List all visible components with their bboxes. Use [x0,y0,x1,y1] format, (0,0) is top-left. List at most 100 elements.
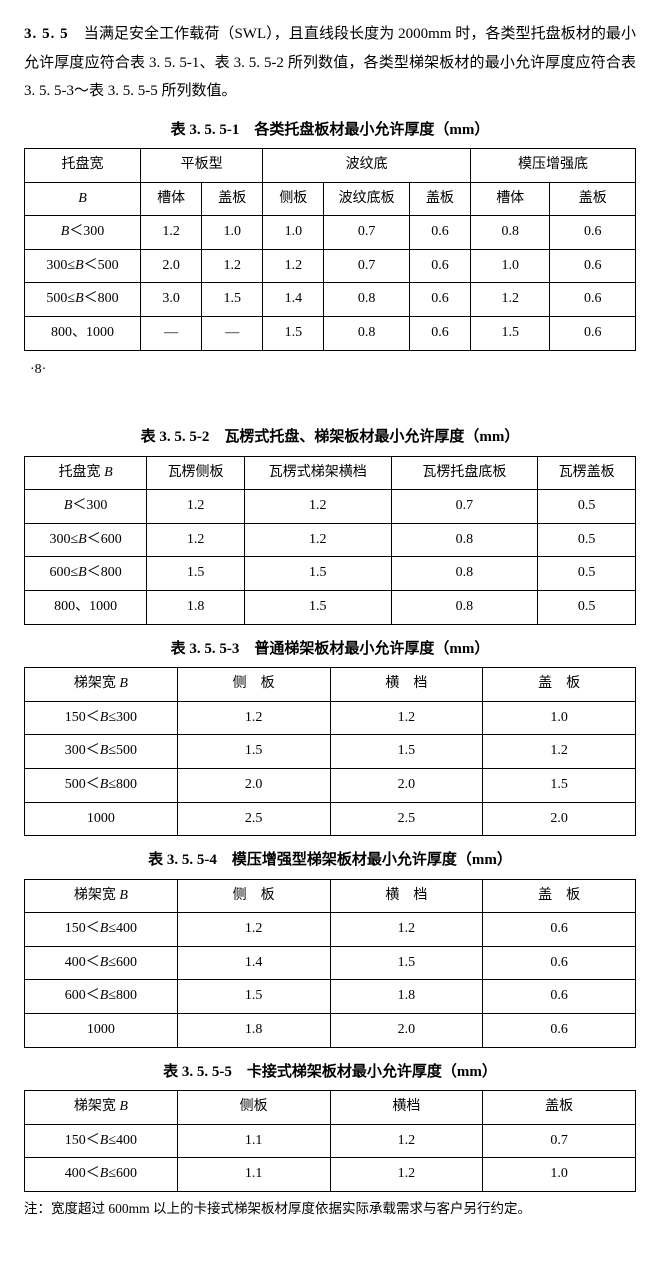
table-cell: 1.2 [177,913,330,947]
table-cell: 800、1000 [25,316,141,350]
table-cell: 0.7 [483,1124,636,1158]
table-cell: 1.0 [470,249,549,283]
table-cell: 1.2 [244,490,391,524]
table2: 托盘宽 B 瓦楞侧板 瓦楞式梯架横档 瓦楞托盘底板 瓦楞盖板 B＜3001.21… [24,456,636,625]
table-row: 150＜B≤3001.21.21.0 [25,701,636,735]
t1-h-c6: 槽体 [470,182,549,216]
table3: 梯架宽 B 侧 板 横 档 盖 板 150＜B≤3001.21.21.0300＜… [24,667,636,836]
table-cell: 1.1 [177,1124,330,1158]
table-cell: 1.8 [330,980,483,1014]
table-cell: 150＜B≤300 [25,701,178,735]
table-cell: 1.2 [330,913,483,947]
table-cell: 1.5 [330,946,483,980]
table-row: 600＜B≤8001.51.80.6 [25,980,636,1014]
t1-h-flat: 平板型 [141,149,263,183]
table-row: 150＜B≤4001.21.20.6 [25,913,636,947]
t3-h-c2: 横 档 [330,668,483,702]
page-number: ·8· [30,357,636,384]
table-cell: 1.2 [141,216,202,250]
table4: 梯架宽 B 侧 板 横 档 盖 板 150＜B≤4001.21.20.6400＜… [24,879,636,1048]
table-cell: 0.6 [409,283,470,317]
t3-h-c1: 侧 板 [177,668,330,702]
table-cell: 1.0 [483,701,636,735]
table-cell: 1.4 [177,946,330,980]
table-cell: 0.5 [538,557,636,591]
section-number: 3. 5. 5 [24,26,69,42]
table-cell: 1.2 [330,1158,483,1192]
table-cell: 1.5 [177,735,330,769]
table-cell: 1.2 [202,249,263,283]
table4-header: 梯架宽 B 侧 板 横 档 盖 板 [25,879,636,913]
table1: 托盘宽 平板型 波纹底 模压增强底 B 槽体 盖板 侧板 波纹底板 盖板 槽体 … [24,148,636,351]
table-row: 150＜B≤4001.11.20.7 [25,1124,636,1158]
table-cell: 0.6 [483,980,636,1014]
table4-caption: 表 3. 5. 5-4 模压增强型梯架板材最小允许厚度（mm） [24,846,636,875]
t5-h-c2: 横档 [330,1091,483,1125]
table-cell: 0.8 [324,316,410,350]
table-row: 600≤B＜8001.51.50.80.5 [25,557,636,591]
table-cell: 1.8 [177,1013,330,1047]
table-cell: 300≤B＜600 [25,523,147,557]
table1-header-row1: 托盘宽 平板型 波纹底 模压增强底 [25,149,636,183]
t1-h-c2: 盖板 [202,182,263,216]
table-row: 500＜B≤8002.02.01.5 [25,768,636,802]
table-cell: 1.5 [483,768,636,802]
table-cell: 1.0 [263,216,324,250]
t1-h-c5: 盖板 [409,182,470,216]
table5-header: 梯架宽 B 侧板 横档 盖板 [25,1091,636,1125]
table-cell: — [141,316,202,350]
table-cell: 0.6 [550,316,636,350]
table-cell: 1.5 [330,735,483,769]
table-cell: 1.5 [263,316,324,350]
t2-h-c0: 托盘宽 B [25,456,147,490]
table-cell: 600≤B＜800 [25,557,147,591]
table-cell: 2.5 [177,802,330,836]
table-cell: 1000 [25,802,178,836]
table-cell: 150＜B≤400 [25,1124,178,1158]
t2-h-c4: 瓦楞盖板 [538,456,636,490]
t4-h-c0: 梯架宽 B [25,879,178,913]
t4-h-c2: 横 档 [330,879,483,913]
table-cell: 0.6 [483,1013,636,1047]
table-cell: 1.2 [470,283,549,317]
table-cell: 1.2 [330,1124,483,1158]
table-cell: 1.2 [244,523,391,557]
table-cell: 3.0 [141,283,202,317]
table-cell: 0.7 [324,249,410,283]
t5-h-c3: 盖板 [483,1091,636,1125]
table-cell: 2.0 [330,1013,483,1047]
table-cell: 800、1000 [25,591,147,625]
t4-h-c3: 盖 板 [483,879,636,913]
t1-h-c4: 波纹底板 [324,182,410,216]
table-cell: 0.8 [324,283,410,317]
table-row: 400＜B≤6001.11.21.0 [25,1158,636,1192]
table-cell: 400＜B≤600 [25,1158,178,1192]
footnote: 注：宽度超过 600mm 以上的卡接式梯架板材厚度依据实际承载需求与客户另行约定… [24,1198,636,1220]
table-cell: 1.2 [263,249,324,283]
table-cell: 300≤B＜500 [25,249,141,283]
table-cell: 0.8 [391,591,538,625]
table-cell: 2.0 [330,768,483,802]
table-cell: 500＜B≤800 [25,768,178,802]
table5: 梯架宽 B 侧板 横档 盖板 150＜B≤4001.11.20.7400＜B≤6… [24,1090,636,1192]
table-cell: 2.0 [177,768,330,802]
table1-header-row2: B 槽体 盖板 侧板 波纹底板 盖板 槽体 盖板 [25,182,636,216]
table-cell: B＜300 [25,490,147,524]
t1-h-c3: 侧板 [263,182,324,216]
table-row: B＜3001.21.20.70.5 [25,490,636,524]
table-row: 800、10001.81.50.80.5 [25,591,636,625]
table-cell: 1.5 [470,316,549,350]
table-cell: 0.6 [409,249,470,283]
table-cell: 400＜B≤600 [25,946,178,980]
table-cell: — [202,316,263,350]
table-row: 300＜B≤5001.51.51.2 [25,735,636,769]
table-row: 500≤B＜8003.01.51.40.80.61.20.6 [25,283,636,317]
table-row: 400＜B≤6001.41.50.6 [25,946,636,980]
table-cell: 1.5 [244,557,391,591]
table-cell: 0.6 [550,249,636,283]
table-cell: 1.5 [202,283,263,317]
table-cell: 1.4 [263,283,324,317]
table-cell: 0.7 [391,490,538,524]
table-cell: 0.8 [391,523,538,557]
table-row: 10002.52.52.0 [25,802,636,836]
